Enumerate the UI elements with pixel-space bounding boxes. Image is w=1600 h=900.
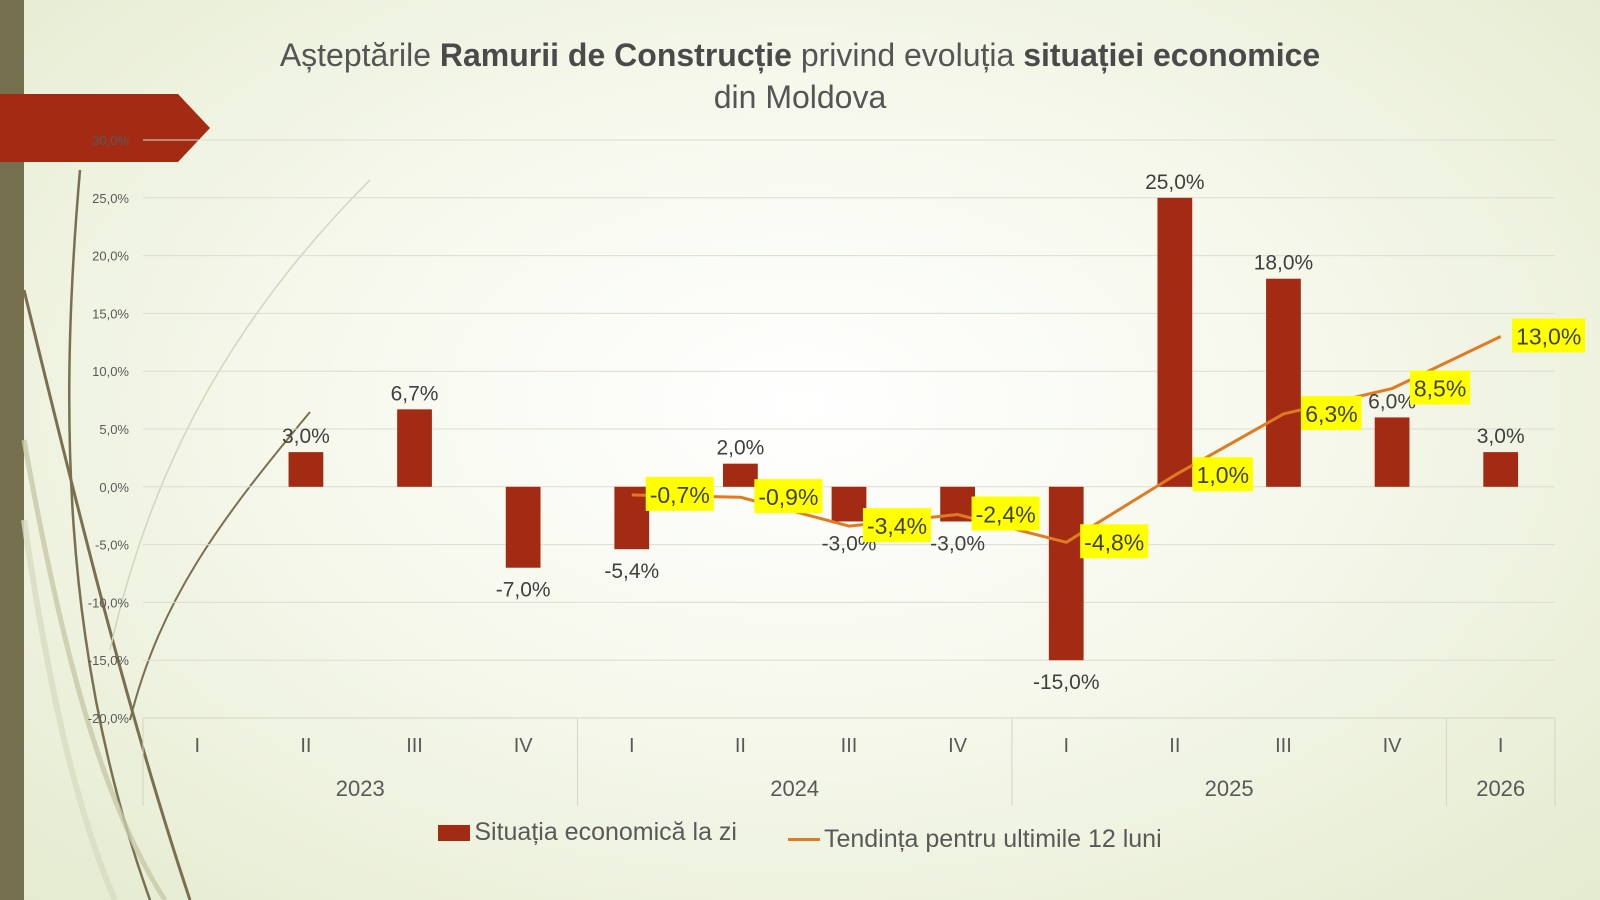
x-category-label: III bbox=[841, 735, 858, 757]
bar-data-labels: 3,0% 6,7% -7,0% -5,4% 2,0% -3,0% -3,0% -15,0% 25… bbox=[282, 171, 1525, 694]
y-tick-label: 5,0% bbox=[99, 422, 129, 437]
y-axis-ticks: 30,0% 25,0% 20,0% 15,0% 10,0% 5,0% 0,0% -5,0% -1… bbox=[88, 133, 130, 726]
legend-swatch-bars bbox=[438, 824, 471, 841]
y-tick-label: -5,0% bbox=[95, 538, 129, 553]
bar-data-label: -3,0% bbox=[930, 532, 985, 555]
y-tick-label: 15,0% bbox=[92, 306, 129, 321]
x-category-label: IV bbox=[948, 735, 968, 757]
x-category-label: IV bbox=[514, 735, 534, 757]
y-tick-label: -20,0% bbox=[88, 711, 130, 726]
trend-data-label: 6,3% bbox=[1305, 401, 1357, 427]
y-tick-label: 25,0% bbox=[92, 191, 129, 206]
trend-label-highlight bbox=[1192, 457, 1254, 492]
arrow-banner bbox=[0, 94, 210, 162]
bar-data-label: 6,0% bbox=[1368, 390, 1416, 413]
bar bbox=[723, 463, 758, 487]
bar-data-label: 2,0% bbox=[716, 437, 764, 460]
x-year-label: 2023 bbox=[336, 776, 385, 801]
trend-data-label-group: 6,3% bbox=[1301, 395, 1362, 430]
legend-item-line: Tendința pentru ultimile 12 luni bbox=[787, 824, 1162, 854]
trend-data-label-group: 1,0% bbox=[1192, 457, 1254, 492]
trend-data-label: 13,0% bbox=[1516, 324, 1581, 350]
x-year-label: 2024 bbox=[770, 776, 819, 801]
trend-data-label-group: -3,4% bbox=[862, 508, 932, 543]
trend-data-labels: -0,7% -0,9% -3,4% -2,4% -4,8% 1,0% 6,3% 8,5% 13,… bbox=[645, 318, 1586, 559]
legend-label-bars: Situația economică la zi bbox=[474, 818, 737, 846]
y-tick-label: 0,0% bbox=[99, 480, 129, 495]
bar bbox=[397, 409, 432, 487]
x-year-label: 2025 bbox=[1205, 776, 1254, 801]
x-category-label: I bbox=[195, 735, 201, 757]
trend-data-label: -3,4% bbox=[867, 513, 927, 539]
trend-label-highlight bbox=[1301, 395, 1362, 430]
bar bbox=[614, 486, 650, 550]
bar-data-label: 18,0% bbox=[1254, 252, 1314, 275]
trend-data-label: -0,9% bbox=[758, 484, 818, 510]
bar bbox=[1157, 197, 1193, 487]
trend-label-highlight bbox=[862, 508, 932, 543]
trend-label-highlight bbox=[1409, 370, 1471, 405]
bar-data-label: -5,4% bbox=[604, 560, 659, 583]
trend-label-highlight bbox=[1080, 524, 1149, 559]
legend-label-line: Tendința pentru ultimile 12 luni bbox=[823, 824, 1162, 853]
trend-label-highlight bbox=[1512, 318, 1586, 353]
bar bbox=[1266, 278, 1301, 487]
bar-data-label: 25,0% bbox=[1145, 171, 1205, 194]
legend-item-bars: Situația economică la zi bbox=[438, 818, 737, 847]
x-category-label: I bbox=[1063, 735, 1069, 757]
trend-label-highlight bbox=[645, 476, 714, 511]
bar-data-label: -3,0% bbox=[822, 532, 877, 555]
x-category-label: II bbox=[1169, 735, 1180, 757]
chart-title: Așteptările Ramurii de Construcție privi… bbox=[279, 37, 1321, 115]
x-year-label: 2026 bbox=[1476, 776, 1525, 801]
bar-data-label: -7,0% bbox=[496, 579, 551, 602]
x-category-label: I bbox=[629, 735, 635, 757]
bar-data-label: 3,0% bbox=[1477, 425, 1525, 448]
trend-data-label-group: -0,7% bbox=[645, 476, 714, 511]
bar bbox=[1483, 452, 1519, 487]
bar-data-label: -15,0% bbox=[1033, 671, 1100, 694]
trend-label-highlight bbox=[971, 496, 1040, 531]
trend-data-label-group: 13,0% bbox=[1512, 318, 1586, 353]
bar bbox=[505, 486, 541, 568]
y-tick-label: -15,0% bbox=[88, 653, 130, 668]
trend-data-label: -2,4% bbox=[976, 502, 1036, 528]
trend-data-label-group: -2,4% bbox=[971, 496, 1040, 531]
trend-data-label: 8,5% bbox=[1414, 376, 1466, 402]
bar bbox=[831, 486, 867, 522]
trend-data-label: 1,0% bbox=[1197, 462, 1249, 488]
x-category-label: IV bbox=[1383, 735, 1403, 757]
y-tick-label: 30,0% bbox=[92, 133, 129, 148]
trend-data-label: -4,8% bbox=[1084, 529, 1144, 555]
trend-data-label: -0,7% bbox=[650, 482, 710, 508]
trend-data-label-group: -0,9% bbox=[754, 479, 823, 514]
x-category-label: III bbox=[1275, 735, 1292, 757]
x-category-label: I bbox=[1498, 735, 1504, 757]
x-category-label: II bbox=[735, 735, 746, 757]
legend-swatch-line bbox=[787, 837, 820, 841]
bar bbox=[1048, 486, 1084, 661]
trend-data-label-group: 8,5% bbox=[1409, 370, 1471, 405]
trend-label-highlight bbox=[754, 479, 823, 514]
bar-series bbox=[288, 197, 1519, 661]
y-tick-label: 10,0% bbox=[92, 364, 129, 379]
x-category-label: III bbox=[406, 735, 423, 757]
bar-data-label: 3,0% bbox=[282, 425, 330, 448]
trend-data-label-group: -4,8% bbox=[1080, 524, 1149, 559]
bar bbox=[1374, 417, 1410, 487]
y-tick-label: -10,0% bbox=[88, 595, 130, 610]
legend: Situația economică la zi Tendința pentru… bbox=[0, 818, 1600, 854]
y-tick-label: 20,0% bbox=[92, 249, 129, 264]
bar bbox=[288, 452, 324, 487]
bar-data-label: 6,7% bbox=[391, 382, 439, 405]
x-category-label: II bbox=[300, 735, 311, 757]
